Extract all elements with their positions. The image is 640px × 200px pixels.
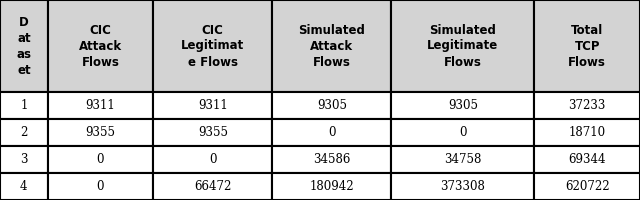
Bar (153, 146, 273, 173)
Bar (0, 92, 47, 119)
Bar (0, 146, 47, 173)
Bar (392, 92, 534, 119)
Bar (0, 0, 47, 92)
Text: 66472: 66472 (194, 180, 232, 193)
Bar (534, 119, 640, 146)
Bar (273, 0, 392, 92)
Bar (392, 146, 534, 173)
Bar (534, 146, 640, 173)
Text: 37233: 37233 (568, 99, 606, 112)
Text: 180942: 180942 (310, 180, 354, 193)
Bar (534, 173, 640, 200)
Bar (273, 92, 392, 119)
Text: 373308: 373308 (440, 180, 485, 193)
Text: 9311: 9311 (198, 99, 228, 112)
Bar (273, 173, 392, 200)
Text: 18710: 18710 (569, 126, 606, 139)
Text: 0: 0 (460, 126, 467, 139)
Text: 9305: 9305 (448, 99, 478, 112)
Text: D
at
as
et: D at as et (17, 16, 31, 76)
Text: 9355: 9355 (198, 126, 228, 139)
Text: 9355: 9355 (85, 126, 115, 139)
Bar (534, 92, 640, 119)
Text: 4: 4 (20, 180, 28, 193)
Bar (47, 173, 153, 200)
Text: Total
TCP
Flows: Total TCP Flows (568, 23, 606, 68)
Bar (153, 92, 273, 119)
Bar (47, 119, 153, 146)
Text: CIC
Attack
Flows: CIC Attack Flows (79, 23, 122, 68)
Text: 9305: 9305 (317, 99, 347, 112)
Bar (0, 119, 47, 146)
Text: 3: 3 (20, 153, 28, 166)
Bar (392, 0, 534, 92)
Text: 2: 2 (20, 126, 28, 139)
Bar (153, 173, 273, 200)
Bar (47, 146, 153, 173)
Text: 1: 1 (20, 99, 28, 112)
Bar (153, 0, 273, 92)
Text: Simulated
Legitimate
Flows: Simulated Legitimate Flows (428, 23, 499, 68)
Bar (534, 0, 640, 92)
Text: 620722: 620722 (565, 180, 609, 193)
Text: 0: 0 (97, 153, 104, 166)
Bar (392, 173, 534, 200)
Bar (153, 119, 273, 146)
Text: Simulated
Attack
Flows: Simulated Attack Flows (298, 23, 365, 68)
Text: CIC
Legitimat
e Flows: CIC Legitimat e Flows (181, 23, 244, 68)
Bar (273, 119, 392, 146)
Text: 0: 0 (97, 180, 104, 193)
Text: 69344: 69344 (568, 153, 606, 166)
Bar (47, 0, 153, 92)
Text: 9311: 9311 (86, 99, 115, 112)
Text: 34758: 34758 (444, 153, 482, 166)
Bar (0, 173, 47, 200)
Bar (392, 119, 534, 146)
Bar (47, 92, 153, 119)
Text: 34586: 34586 (313, 153, 351, 166)
Text: 0: 0 (328, 126, 335, 139)
Text: 0: 0 (209, 153, 216, 166)
Bar (273, 146, 392, 173)
